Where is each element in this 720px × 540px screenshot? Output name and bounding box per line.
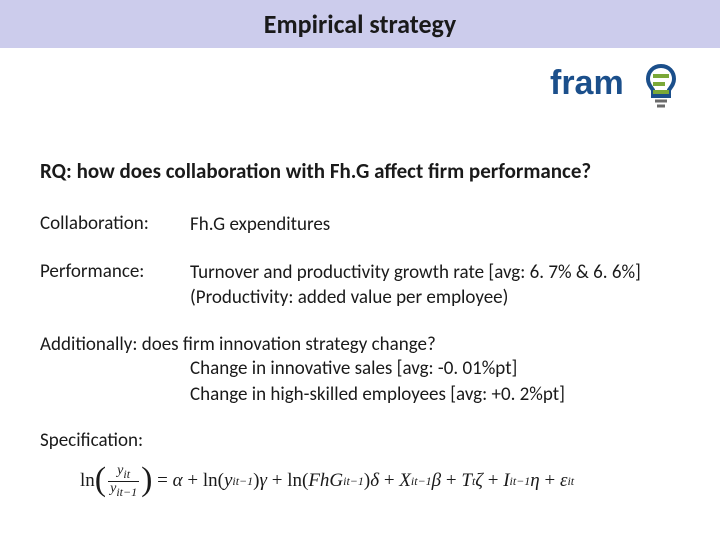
f-lhs-num-sub: it: [123, 467, 130, 481]
additional-line3: Change in high-skilled employees [avg: +…: [40, 382, 680, 408]
header-band: Empirical strategy: [0, 0, 720, 48]
f-eps: ε: [560, 470, 568, 492]
f-t3-fhg: FhG: [308, 470, 343, 492]
research-question: RQ: how does collaboration with Fh.G aff…: [40, 158, 680, 184]
additional-q: Additionally: does firm innovation strat…: [40, 333, 680, 356]
f-alpha: α: [173, 470, 183, 492]
f-t2-coef: γ: [259, 470, 267, 492]
perf-line1: Turnover and productivity growth rate [a…: [190, 260, 641, 286]
f-t3-coef: δ: [370, 470, 379, 492]
f-t2-sub: it−1: [232, 474, 253, 489]
spec-formula: ln ( yit yit−1 ) = α + ln(yit−1)γ + ln(F…: [40, 464, 680, 498]
f-t6-sub: it−1: [510, 474, 531, 489]
additional-line2: Change in innovative sales [avg: -0. 01%…: [40, 356, 680, 382]
svg-text:fram: fram: [550, 64, 624, 102]
f-t5-coef: ζ: [475, 470, 483, 492]
collab-value: Fh.G expenditures: [190, 212, 330, 238]
frame-logo: fram: [550, 60, 690, 119]
f-t4-x: X: [399, 470, 411, 492]
f-t6-coef: η: [530, 470, 539, 492]
f-t2-y: y: [224, 470, 232, 492]
additional-block: Additionally: does firm innovation strat…: [40, 333, 680, 407]
spec-label: Specification:: [40, 429, 680, 452]
f-lhs-den-sub: it−1: [116, 484, 137, 498]
perf-line2: (Productivity: added value per employee): [190, 285, 641, 311]
f-eps-sub: it: [567, 474, 574, 489]
page-title: Empirical strategy: [264, 8, 456, 40]
f-t4-coef: β: [432, 470, 441, 492]
f-t4-sub: it−1: [411, 474, 432, 489]
f-t3-sub: it−1: [343, 474, 364, 489]
def-performance: Performance: Turnover and productivity g…: [40, 260, 680, 311]
f-t5-T: T: [461, 470, 472, 492]
collab-label: Collaboration:: [40, 212, 190, 238]
perf-label: Performance:: [40, 260, 190, 311]
perf-value: Turnover and productivity growth rate [a…: [190, 260, 641, 311]
def-collaboration: Collaboration: Fh.G expenditures: [40, 212, 680, 238]
